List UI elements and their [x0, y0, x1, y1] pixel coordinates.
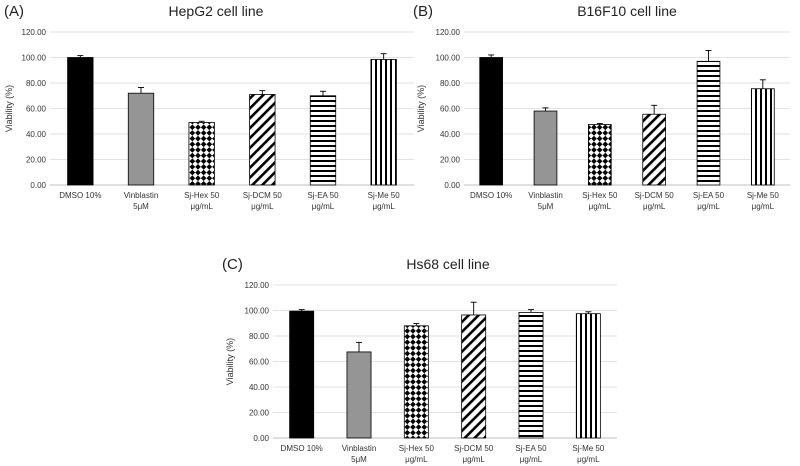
bar [588, 124, 612, 186]
y-tick-label: 0.00 [444, 181, 460, 190]
panel-label: (B) [413, 3, 433, 20]
x-tick-label: μg/mL [643, 202, 666, 211]
bar [575, 313, 601, 439]
bar [461, 314, 487, 439]
y-tick-label: 80.00 [249, 332, 270, 341]
x-tick-label: μg/mL [697, 202, 720, 211]
bar [346, 351, 372, 439]
x-tick-label: Sj-Hex 50 [184, 191, 220, 200]
bar [249, 94, 276, 186]
panel-label: (C) [222, 256, 243, 273]
x-tick-label: Vinblastin [342, 444, 377, 453]
x-tick-label: 5μM [538, 202, 554, 211]
bar [533, 110, 558, 186]
x-tick-label: Sj-Hex 50 [399, 444, 435, 453]
y-tick-label: 100.00 [22, 54, 47, 63]
x-tick-label: Vinblastin [528, 191, 563, 200]
bar [309, 95, 337, 186]
y-tick-label: 40.00 [249, 383, 270, 392]
x-tick-label: Sj-Me 50 [572, 444, 605, 453]
y-tick-label: 80.00 [26, 79, 47, 88]
x-tick-label: μg/mL [372, 202, 395, 211]
y-tick-label: 120.00 [22, 28, 47, 37]
bar [518, 312, 544, 439]
y-tick-label: 20.00 [26, 156, 47, 165]
x-tick-label: Vinblastin [124, 191, 159, 200]
y-tick-label: 100.00 [436, 54, 461, 63]
y-tick-label: 120.00 [436, 28, 461, 37]
x-tick-label: μg/mL [589, 202, 612, 211]
y-tick-label: 20.00 [249, 409, 270, 418]
y-tick-label: 20.00 [440, 156, 461, 165]
x-tick-label: μg/mL [520, 455, 543, 464]
y-tick-label: 100.00 [245, 307, 270, 316]
x-tick-label: Sj-DCM 50 [454, 444, 494, 453]
x-tick-label: Sj-Me 50 [747, 191, 780, 200]
bar [751, 88, 775, 186]
x-tick-label: 5μM [133, 202, 149, 211]
x-tick-label: μg/mL [577, 455, 600, 464]
x-tick-label: Sj-DCM 50 [635, 191, 675, 200]
y-tick-label: 40.00 [26, 130, 47, 139]
x-tick-label: Sj-Hex 50 [582, 191, 618, 200]
y-tick-label: 60.00 [440, 105, 461, 114]
x-tick-label: Sj-Me 50 [368, 191, 401, 200]
y-tick-label: 80.00 [440, 79, 461, 88]
panel-label: (A) [4, 3, 24, 20]
bar [479, 57, 503, 186]
chart-title: Hs68 cell line [406, 256, 489, 272]
y-axis-label: Viability (%) [416, 85, 426, 132]
x-tick-label: Sj-EA 50 [515, 444, 547, 453]
bar [403, 325, 429, 439]
bar [67, 57, 94, 186]
bar [370, 59, 397, 186]
x-tick-label: μg/mL [251, 202, 274, 211]
y-tick-label: 40.00 [440, 130, 461, 139]
y-axis-label: Viability (%) [4, 85, 14, 132]
bar [696, 60, 721, 186]
bar [642, 113, 666, 186]
x-tick-label: 5μM [351, 455, 367, 464]
x-tick-label: μg/mL [462, 455, 485, 464]
x-tick-label: μg/mL [312, 202, 335, 211]
x-tick-label: Sj-EA 50 [693, 191, 725, 200]
x-tick-label: DMSO 10% [281, 444, 323, 453]
chart-title: HepG2 cell line [169, 3, 264, 19]
x-tick-label: Sj-DCM 50 [243, 191, 283, 200]
x-tick-label: μg/mL [405, 455, 428, 464]
bar [127, 92, 155, 186]
y-tick-label: 0.00 [30, 181, 46, 190]
x-tick-label: μg/mL [190, 202, 213, 211]
bar [289, 310, 315, 439]
chart-title: B16F10 cell line [577, 3, 677, 19]
bar [188, 122, 215, 186]
chart-panel-1: (A) HepG2 cell line Viability (%) 0.00 20.00… [4, 3, 414, 211]
y-tick-label: 60.00 [26, 105, 47, 114]
y-tick-label: 0.00 [253, 434, 269, 443]
y-tick-label: 120.00 [245, 281, 270, 290]
y-tick-label: 60.00 [249, 358, 270, 367]
chart-panel-3: (C) Hs68 cell line Viability (%) 0.00 20.00 4… [222, 256, 617, 464]
x-tick-label: μg/mL [752, 202, 775, 211]
chart-panel-2: (B) B16F10 cell line Viability (%) 0.00 20.0… [413, 3, 790, 211]
x-tick-label: DMSO 10% [470, 191, 512, 200]
x-tick-label: Sj-EA 50 [307, 191, 339, 200]
x-tick-label: DMSO 10% [59, 191, 101, 200]
y-axis-label: Viability (%) [225, 338, 235, 385]
